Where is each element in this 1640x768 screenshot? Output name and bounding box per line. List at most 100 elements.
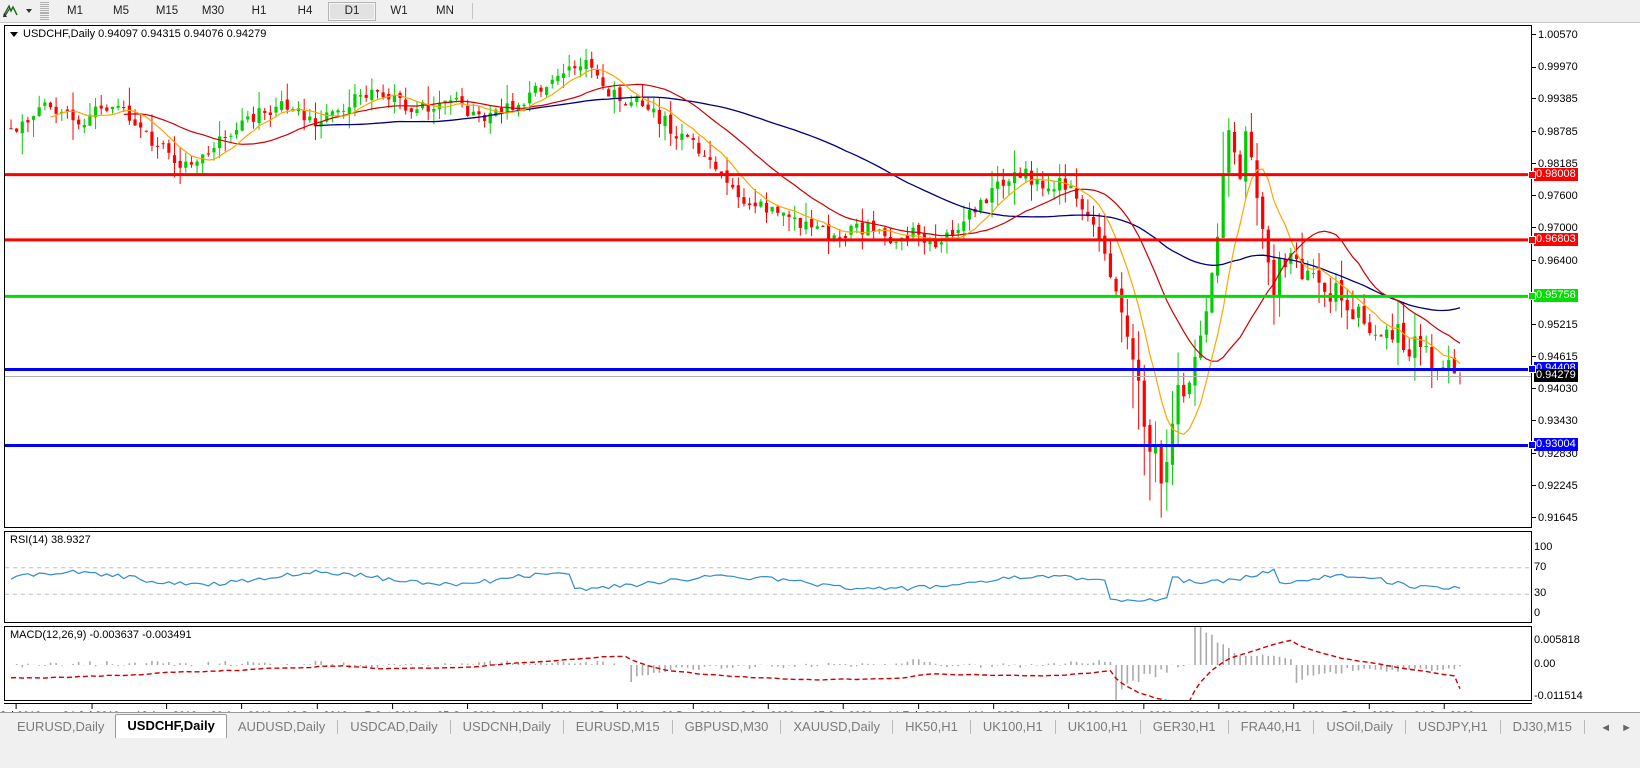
macd-label: MACD(12,26,9) -0.003637 -0.003491	[10, 629, 192, 641]
price-tick: 0.93430	[1532, 415, 1578, 427]
macd-pane[interactable]: MACD(12,26,9) -0.003637 -0.003491	[4, 626, 1532, 701]
moving-average-lines	[50, 68, 1461, 435]
price-tick: 0.99970	[1532, 61, 1578, 73]
horizontal-level-lines[interactable]	[5, 173, 1531, 447]
tab-divider	[969, 720, 971, 734]
tab-divider	[1054, 720, 1056, 734]
rsi-label: RSI(14) 38.9327	[10, 534, 91, 546]
rsi-line	[10, 568, 1461, 603]
price-chart-pane[interactable]: USDCHF,Daily 0.94097 0.94315 0.94076 0.9…	[4, 25, 1532, 528]
price-tick: 0.98185	[1532, 158, 1578, 170]
price-plot	[5, 48, 1531, 518]
rsi-tick: 0	[1534, 607, 1541, 619]
tab-divider	[1139, 720, 1141, 734]
chart-tabs: EURUSD,Daily USDCHF,Daily AUDUSD,Daily USDC…	[0, 713, 1640, 738]
tab-scroll-left-icon[interactable]: ◄	[1600, 722, 1612, 734]
timeframe-button-h1[interactable]: H1	[251, 4, 267, 17]
price-tag-green[interactable]: 0.95758	[1534, 289, 1578, 303]
chart-tab-uk100-h1[interactable]: UK100,H1	[982, 719, 1043, 734]
timeframe-button-mn[interactable]: MN	[436, 4, 454, 17]
rsi-plot	[5, 567, 1531, 603]
tab-divider	[1583, 720, 1585, 734]
tab-divider	[1313, 720, 1315, 734]
price-tick: 0.91645	[1532, 512, 1578, 524]
tab-divider	[780, 720, 782, 734]
level-line-handle[interactable]	[1528, 170, 1536, 179]
timeframe-button-w1[interactable]: W1	[390, 4, 408, 17]
price-tag-blue[interactable]: 0.93004	[1534, 438, 1578, 452]
price-tick: 0.98785	[1532, 126, 1578, 138]
price-tick: 0.99385	[1532, 93, 1578, 105]
rsi-tick: 70	[1534, 560, 1547, 573]
price-tag-black[interactable]: 0.94279	[1534, 369, 1578, 383]
chart-header-text: USDCHF,Daily 0.94097 0.94315 0.94076 0.9…	[23, 28, 267, 40]
price-tick: 0.94030	[1532, 383, 1578, 395]
top-toolbar: M1 M5 M15 M30 H1 H4 D1 W1 MN	[0, 0, 1640, 23]
timeframe-button-m5[interactable]: M5	[113, 4, 129, 17]
price-tick: 0.92245	[1532, 480, 1578, 492]
macd-histogram	[15, 627, 1461, 700]
level-line-handle[interactable]	[1528, 365, 1536, 374]
tab-divider	[671, 720, 673, 734]
price-tick: 1.00570	[1532, 29, 1578, 41]
timeframe-button-group: M1 M5 M15 M30 H1 H4 D1 W1 MN	[52, 1, 468, 21]
price-tick: 0.97000	[1532, 222, 1578, 234]
tab-scroll-right-icon[interactable]: ►	[1621, 722, 1632, 734]
tab-divider	[892, 720, 894, 734]
macd-plot	[10, 627, 1461, 700]
candlestick-series	[9, 48, 1462, 518]
chart-collapse-icon[interactable]	[10, 31, 18, 37]
chart-tab-dj30-m15[interactable]: DJ30,M15	[1512, 719, 1572, 734]
macd-signal-line	[10, 639, 1461, 700]
timeframe-button-d1[interactable]: D1	[328, 1, 376, 21]
chart-tab-usdcad-daily[interactable]: USDCAD,Daily	[350, 719, 438, 734]
macd-tick: 0.005818	[1534, 634, 1580, 646]
price-tick: 0.97600	[1532, 190, 1578, 202]
timeframe-button-m30[interactable]: M30	[201, 4, 225, 17]
level-line-handle[interactable]	[1528, 292, 1536, 301]
toolbar-dropdown-arrow-icon[interactable]	[22, 1, 35, 21]
price-tick: 0.94615	[1532, 351, 1578, 363]
chart-workspace: USDCHF,Daily 0.94097 0.94315 0.94076 0.9…	[0, 23, 1640, 735]
chart-tab-xauusd-daily[interactable]: XAUUSD,Daily	[793, 719, 881, 734]
tab-divider	[562, 720, 564, 734]
macd-tick: -0.011514	[1534, 690, 1583, 702]
price-tick: 0.95215	[1532, 319, 1578, 331]
chart-tab-bar: EURUSD,Daily USDCHF,Daily AUDUSD,Daily USDC…	[0, 712, 1640, 768]
chart-tab-audusd-daily[interactable]: AUDUSD,Daily	[237, 719, 326, 734]
level-line-handle[interactable]	[1528, 441, 1536, 450]
chart-tab-fra40-h1[interactable]: FRA40,H1	[1240, 719, 1302, 734]
chart-tab-usdjpy-h1[interactable]: USDJPY,H1	[1417, 719, 1488, 734]
chart-tab-eurusd-daily[interactable]: EURUSD,Daily	[17, 719, 105, 734]
chart-tab-usdchf-daily[interactable]: USDCHF,Daily	[115, 714, 227, 738]
tab-scroll-controls[interactable]: ◄ ►	[1600, 722, 1632, 734]
chart-tab-ger30-h1[interactable]: GER30,H1	[1152, 719, 1216, 734]
chart-header: USDCHF,Daily 0.94097 0.94315 0.94076 0.9…	[10, 28, 266, 40]
rsi-pane[interactable]: RSI(14) 38.9327	[4, 531, 1532, 623]
chart-tab-hk50-h1[interactable]: HK50,H1	[905, 719, 958, 734]
chart-tab-gbpusd-m30[interactable]: GBPUSD,M30	[684, 719, 769, 734]
price-tag-red[interactable]: 0.98008	[1534, 167, 1578, 181]
tab-divider	[1227, 720, 1229, 734]
timeframe-button-m1[interactable]: M1	[67, 4, 83, 17]
tab-divider	[337, 720, 339, 734]
price-scale[interactable]: 1.00570 0.99970 0.99385 0.98785 0.98185 0.976…	[1528, 25, 1636, 702]
price-tag-red[interactable]: 0.96803	[1534, 232, 1578, 246]
chart-tab-uk100-h1[interactable]: UK100,H1	[1067, 719, 1128, 734]
timeframe-button-m15[interactable]: M15	[155, 4, 179, 17]
rsi-tick: 30	[1534, 587, 1547, 600]
tab-divider	[1404, 720, 1406, 734]
price-tick: 0.96400	[1532, 255, 1578, 267]
toolbar-grip-handle[interactable]	[40, 1, 49, 21]
chart-tab-usdcnh-daily[interactable]: USDCNH,Daily	[462, 719, 551, 734]
tab-divider	[449, 720, 451, 734]
toolbar-separator	[472, 3, 473, 19]
chart-tab-eurusd-m15[interactable]: EURUSD,M15	[575, 719, 660, 734]
timeframe-button-h4[interactable]: H4	[297, 4, 313, 17]
tab-divider	[1499, 720, 1501, 734]
level-line-handle[interactable]	[1528, 235, 1536, 244]
macd-tick: 0.00	[1534, 658, 1556, 670]
app-logo-icon	[0, 1, 22, 21]
rsi-tick: 100	[1534, 541, 1553, 553]
chart-tab-usoil-daily[interactable]: USOil,Daily	[1326, 719, 1393, 734]
